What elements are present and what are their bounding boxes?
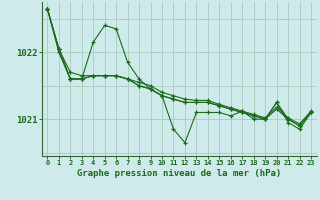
X-axis label: Graphe pression niveau de la mer (hPa): Graphe pression niveau de la mer (hPa)	[77, 169, 281, 178]
